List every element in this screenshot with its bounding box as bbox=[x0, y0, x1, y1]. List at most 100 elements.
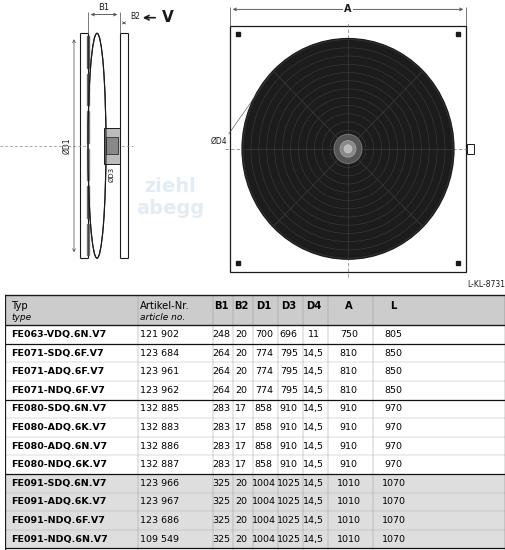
Text: 325: 325 bbox=[212, 535, 230, 543]
Text: 264: 264 bbox=[212, 367, 230, 376]
Text: 283: 283 bbox=[212, 404, 230, 414]
Text: 1025: 1025 bbox=[277, 516, 301, 525]
Text: 325: 325 bbox=[212, 516, 230, 525]
Text: 20: 20 bbox=[235, 516, 247, 525]
Circle shape bbox=[334, 134, 362, 163]
Text: FE071-ADQ.6F.V7: FE071-ADQ.6F.V7 bbox=[11, 367, 105, 376]
Text: 1070: 1070 bbox=[382, 497, 406, 507]
Text: 14,5: 14,5 bbox=[304, 386, 324, 395]
Text: 1004: 1004 bbox=[252, 535, 276, 543]
Text: B2: B2 bbox=[234, 301, 248, 311]
Text: 696: 696 bbox=[280, 330, 298, 339]
Text: 774: 774 bbox=[255, 386, 273, 395]
Text: FE080-NDQ.6K.V7: FE080-NDQ.6K.V7 bbox=[11, 460, 107, 469]
Text: 850: 850 bbox=[385, 367, 403, 376]
Circle shape bbox=[344, 145, 352, 153]
Text: 910: 910 bbox=[340, 442, 358, 450]
Text: 20: 20 bbox=[235, 349, 247, 358]
Text: L-KL-8731: L-KL-8731 bbox=[467, 280, 505, 289]
Text: FE080-ADQ.6N.V7: FE080-ADQ.6N.V7 bbox=[11, 442, 107, 450]
Text: Artikel-Nr.: Artikel-Nr. bbox=[139, 301, 189, 311]
Bar bbox=[230, 26, 466, 272]
Text: 132 887: 132 887 bbox=[139, 460, 179, 469]
Text: FE091-NDQ.6N.V7: FE091-NDQ.6N.V7 bbox=[11, 535, 108, 543]
Text: 132 883: 132 883 bbox=[139, 423, 179, 432]
Text: 774: 774 bbox=[255, 349, 273, 358]
Text: 20: 20 bbox=[235, 535, 247, 543]
Text: Typ: Typ bbox=[11, 301, 28, 311]
Text: 248: 248 bbox=[212, 330, 230, 339]
Text: 700: 700 bbox=[255, 330, 273, 339]
Text: 1004: 1004 bbox=[252, 479, 276, 488]
Bar bbox=[5, 418, 505, 437]
Text: 14,5: 14,5 bbox=[304, 349, 324, 358]
Text: FE080-SDQ.6N.V7: FE080-SDQ.6N.V7 bbox=[11, 404, 107, 414]
Bar bbox=[104, 128, 120, 164]
Text: A: A bbox=[345, 301, 352, 311]
Bar bbox=[5, 437, 505, 455]
Text: 910: 910 bbox=[280, 460, 298, 469]
Text: 283: 283 bbox=[212, 460, 230, 469]
Text: 123 686: 123 686 bbox=[139, 516, 179, 525]
Text: 850: 850 bbox=[385, 386, 403, 395]
Text: 20: 20 bbox=[235, 497, 247, 507]
Text: 858: 858 bbox=[255, 460, 273, 469]
Text: 123 962: 123 962 bbox=[139, 386, 179, 395]
Text: 20: 20 bbox=[235, 479, 247, 488]
Text: 11: 11 bbox=[308, 330, 320, 339]
Text: FE063-VDQ.6N.V7: FE063-VDQ.6N.V7 bbox=[11, 330, 106, 339]
Text: 910: 910 bbox=[280, 442, 298, 450]
Bar bbox=[5, 399, 505, 418]
Text: 14,5: 14,5 bbox=[304, 442, 324, 450]
Text: 1004: 1004 bbox=[252, 516, 276, 525]
Text: article no.: article no. bbox=[139, 313, 185, 322]
Bar bbox=[106, 138, 118, 154]
Circle shape bbox=[340, 141, 356, 157]
Bar bbox=[5, 493, 505, 512]
Bar bbox=[5, 530, 505, 548]
Text: 910: 910 bbox=[340, 460, 358, 469]
Text: D4: D4 bbox=[306, 301, 322, 311]
Text: 1010: 1010 bbox=[337, 497, 361, 507]
Text: FE071-NDQ.6F.V7: FE071-NDQ.6F.V7 bbox=[11, 386, 105, 395]
Text: B2: B2 bbox=[130, 12, 140, 21]
Bar bbox=[5, 344, 505, 362]
Text: 20: 20 bbox=[235, 367, 247, 376]
Text: 283: 283 bbox=[212, 423, 230, 432]
Text: 1010: 1010 bbox=[337, 479, 361, 488]
Text: 970: 970 bbox=[385, 442, 403, 450]
Text: 17: 17 bbox=[235, 423, 247, 432]
Text: 810: 810 bbox=[340, 386, 358, 395]
Text: FE071-SDQ.6F.V7: FE071-SDQ.6F.V7 bbox=[11, 349, 104, 358]
Bar bbox=[5, 325, 505, 344]
Text: 14,5: 14,5 bbox=[304, 404, 324, 414]
Text: FE091-SDQ.6N.V7: FE091-SDQ.6N.V7 bbox=[11, 479, 107, 488]
Text: 910: 910 bbox=[280, 404, 298, 414]
Text: 910: 910 bbox=[280, 423, 298, 432]
Text: FE091-NDQ.6F.V7: FE091-NDQ.6F.V7 bbox=[11, 516, 105, 525]
Text: V: V bbox=[162, 10, 174, 25]
Text: 795: 795 bbox=[280, 349, 298, 358]
Text: 264: 264 bbox=[212, 349, 230, 358]
Text: 858: 858 bbox=[255, 423, 273, 432]
Text: 795: 795 bbox=[280, 367, 298, 376]
Text: 17: 17 bbox=[235, 442, 247, 450]
Text: 810: 810 bbox=[340, 349, 358, 358]
Text: ØD3: ØD3 bbox=[109, 167, 115, 182]
Text: 14,5: 14,5 bbox=[304, 460, 324, 469]
Text: 123 967: 123 967 bbox=[139, 497, 179, 507]
Text: FE091-ADQ.6K.V7: FE091-ADQ.6K.V7 bbox=[11, 497, 107, 507]
Text: 20: 20 bbox=[235, 386, 247, 395]
Text: ØD1: ØD1 bbox=[62, 138, 71, 154]
Text: 1025: 1025 bbox=[277, 497, 301, 507]
Text: 264: 264 bbox=[212, 386, 230, 395]
Text: 858: 858 bbox=[255, 404, 273, 414]
Ellipse shape bbox=[88, 34, 106, 258]
Bar bbox=[5, 474, 505, 493]
Text: type: type bbox=[11, 313, 31, 322]
Text: 121 902: 121 902 bbox=[139, 330, 179, 339]
Text: 123 966: 123 966 bbox=[139, 479, 179, 488]
Text: 1010: 1010 bbox=[337, 516, 361, 525]
Text: 123 684: 123 684 bbox=[139, 349, 179, 358]
Text: 750: 750 bbox=[340, 330, 358, 339]
